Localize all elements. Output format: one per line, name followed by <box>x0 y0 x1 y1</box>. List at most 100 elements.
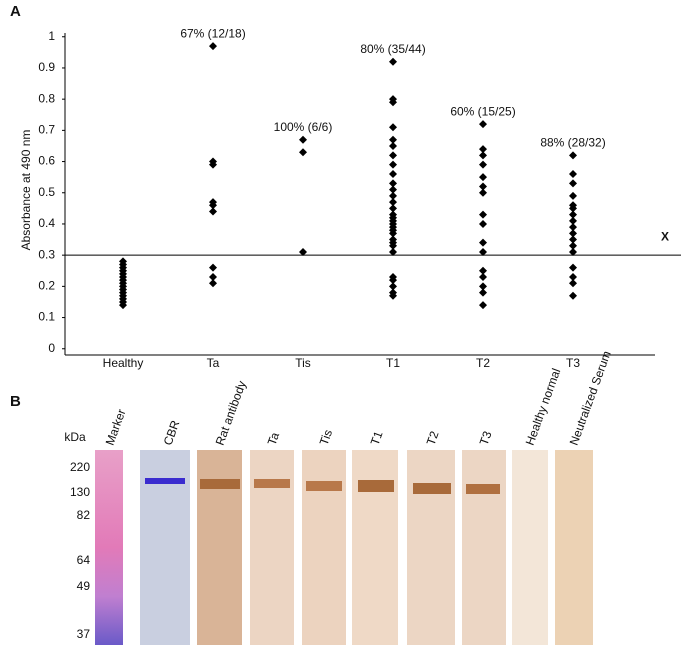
point <box>479 188 487 197</box>
lane-label: T1 <box>368 429 386 447</box>
y-tick-label: 0.1 <box>38 310 55 324</box>
y-tick-label: 0.9 <box>38 60 55 74</box>
point <box>389 276 397 285</box>
point <box>569 241 577 250</box>
y-axis-title: Absorbance at 490 nm <box>19 130 33 251</box>
marker-size: 220 <box>70 460 90 474</box>
point <box>389 179 397 188</box>
point <box>479 173 487 182</box>
unit-label: kDa <box>64 430 86 444</box>
point <box>389 123 397 132</box>
point <box>479 182 487 191</box>
point <box>209 273 217 281</box>
point <box>389 241 397 250</box>
point <box>209 279 217 288</box>
marker-size: 37 <box>77 627 91 641</box>
point <box>209 42 217 51</box>
cutoff-label: X <box>661 229 669 243</box>
point <box>389 191 397 200</box>
marker-size: 82 <box>77 508 91 522</box>
point <box>389 282 397 291</box>
point <box>569 216 577 225</box>
point <box>479 248 487 257</box>
point <box>389 170 397 179</box>
blot <box>95 450 593 645</box>
point <box>389 229 397 238</box>
x-tick-label: Tis <box>295 356 311 370</box>
point <box>479 219 487 228</box>
y-tick-label: 1 <box>48 29 55 43</box>
point <box>209 201 217 210</box>
point <box>389 248 397 257</box>
point <box>209 160 217 169</box>
point <box>389 151 397 160</box>
point <box>299 148 307 157</box>
point <box>569 263 577 272</box>
point <box>479 273 487 281</box>
point <box>569 204 577 213</box>
point <box>569 291 577 300</box>
point <box>479 151 487 160</box>
point <box>569 229 577 238</box>
point <box>569 223 577 232</box>
point <box>569 248 577 257</box>
marker-size: 49 <box>77 579 91 593</box>
point <box>479 120 487 129</box>
x-tick-label: Ta <box>207 356 220 370</box>
point <box>389 160 397 169</box>
annotation: 88% (28/32) <box>540 135 605 149</box>
panel-label: A <box>10 3 21 20</box>
y-tick-label: 0 <box>48 341 55 355</box>
y-tick-label: 0.4 <box>38 216 55 230</box>
point <box>569 191 577 200</box>
point <box>389 291 397 300</box>
y-tick-label: 0.5 <box>38 185 55 199</box>
point <box>569 235 577 244</box>
point <box>389 185 397 194</box>
point <box>569 210 577 219</box>
y-tick-label: 0.3 <box>38 247 55 261</box>
point <box>569 179 577 188</box>
point <box>299 248 307 257</box>
panel-label: B <box>10 393 21 410</box>
lane-label: Marker <box>103 407 129 447</box>
lane-label: T2 <box>424 429 442 447</box>
point <box>479 210 487 219</box>
annotation: 80% (35/44) <box>360 42 425 56</box>
y-tick-label: 0.2 <box>38 279 55 293</box>
point <box>389 204 397 213</box>
point <box>479 301 487 310</box>
point <box>569 279 577 288</box>
x-tick-label: T3 <box>566 356 580 370</box>
point <box>569 273 577 281</box>
y-tick-label: 0.7 <box>38 123 55 137</box>
point <box>389 135 397 144</box>
point <box>389 198 397 207</box>
annotation: 67% (12/18) <box>180 26 245 40</box>
point <box>209 263 217 272</box>
point <box>479 266 487 275</box>
point <box>119 301 127 310</box>
marker-size: 130 <box>70 485 90 499</box>
point <box>569 170 577 179</box>
annotation: 60% (15/25) <box>450 104 515 118</box>
point <box>479 282 487 291</box>
y-tick-label: 0.6 <box>38 154 55 168</box>
lane-label: Ta <box>265 430 283 447</box>
marker-size: 64 <box>77 553 91 567</box>
point <box>389 141 397 150</box>
point <box>299 135 307 144</box>
x-tick-label: T2 <box>476 356 490 370</box>
x-tick-label: Healthy <box>103 356 144 370</box>
lane-label: Tis <box>317 428 335 447</box>
annotation: 100% (6/6) <box>274 120 333 134</box>
lane-label: Healthy normal <box>523 366 564 447</box>
x-tick-label: T1 <box>386 356 400 370</box>
lane-label: Rat antibody <box>213 379 249 447</box>
lane-label: T3 <box>477 429 495 447</box>
y-tick-label: 0.8 <box>38 91 55 105</box>
point <box>479 160 487 169</box>
point <box>479 288 487 297</box>
point <box>569 151 577 160</box>
